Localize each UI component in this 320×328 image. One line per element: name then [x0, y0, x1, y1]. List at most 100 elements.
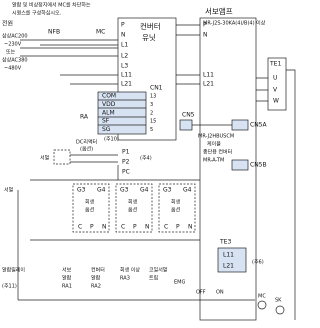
- terminal: P2: [122, 159, 130, 166]
- te1-box: [267, 57, 287, 111]
- note: (주10): [104, 137, 119, 143]
- label: ALM: [102, 109, 115, 116]
- label: SF: [102, 118, 110, 125]
- cable: 케이블: [207, 141, 221, 148]
- cn5a: CN5A: [250, 122, 267, 129]
- note: (주11): [2, 284, 17, 290]
- label: L2: [121, 53, 128, 60]
- label: P: [203, 22, 207, 29]
- cable: MR-J2HBUSCM: [198, 134, 234, 140]
- sk: SK: [275, 298, 282, 304]
- label: L21: [203, 81, 214, 88]
- label: 트립: [149, 275, 158, 282]
- label: P: [121, 22, 125, 29]
- label: P: [90, 224, 94, 231]
- power-line: 또는: [6, 50, 16, 56]
- label: VDD: [102, 101, 116, 108]
- label: G3: [163, 187, 172, 194]
- label: N: [188, 224, 193, 231]
- nfb: NFB: [48, 29, 60, 36]
- terminal: L11: [223, 252, 234, 259]
- thermal: 서멀: [40, 155, 50, 162]
- label: 2: [150, 110, 153, 116]
- wiring-diagram: 알람 및 비상정지에서 MC를 차단하는 시퀀스를 구성하십시오. 전원 삼상A…: [2, 2, 296, 321]
- label: G3: [77, 187, 86, 194]
- relay: RA: [80, 114, 89, 121]
- label: L3: [121, 63, 128, 70]
- label: 3: [150, 102, 153, 108]
- label: RA1: [62, 284, 72, 290]
- te1: TE1: [269, 61, 281, 68]
- power-title: 전원: [2, 20, 13, 28]
- label: SG: [102, 126, 111, 133]
- label: 회생 이상: [120, 267, 140, 274]
- label: 옵션: [171, 207, 181, 214]
- emg: EMG: [174, 280, 185, 286]
- terminal: P1: [122, 149, 130, 156]
- cn5b: CN5B: [250, 162, 267, 169]
- label: COM: [102, 93, 116, 100]
- label: 컨버터: [91, 267, 105, 274]
- cn1-table: [97, 91, 147, 135]
- label: 5: [150, 127, 153, 133]
- label: 회생: [171, 199, 181, 206]
- mc: MC: [96, 29, 105, 36]
- label: G4: [97, 187, 106, 194]
- terminator: MR-A-TM: [203, 158, 224, 164]
- off: OFF: [196, 290, 206, 296]
- label: 회생: [85, 199, 95, 206]
- terminator: 종단용 컨버터: [203, 149, 232, 156]
- thermal: 서멀: [4, 187, 14, 194]
- terminal: V: [273, 87, 278, 94]
- label: 옵션: [128, 207, 138, 214]
- label: N: [102, 224, 107, 231]
- label: N: [203, 32, 208, 39]
- power-line: ~480V: [4, 66, 22, 72]
- converter-box: [117, 17, 177, 141]
- label: G3: [120, 187, 129, 194]
- servo-model: MR-J2S-30KA(4)/B(4) 이상: [203, 20, 266, 27]
- label: 옵션: [85, 207, 95, 214]
- label: N: [121, 32, 126, 39]
- terminal: PC: [122, 169, 130, 176]
- label: RA2: [91, 284, 101, 290]
- label: 15: [150, 119, 156, 125]
- terminal: L21: [223, 263, 234, 270]
- mc: MC: [258, 294, 266, 300]
- servo-title: 서보앰프: [205, 7, 233, 16]
- label: RA3: [120, 276, 130, 282]
- cn5: CN5: [182, 112, 195, 119]
- label: 코일서멀: [149, 267, 168, 274]
- on: ON: [216, 290, 224, 296]
- power-line: 삼상AC380: [2, 57, 28, 64]
- terminal: U: [273, 75, 277, 82]
- converter-title: 컨버터: [140, 21, 161, 31]
- label: G4: [140, 187, 149, 194]
- cn1: CN1: [150, 85, 163, 92]
- converter-title: 유닛: [142, 32, 156, 42]
- label: P: [133, 224, 137, 231]
- power-line: ~230V: [4, 42, 22, 48]
- note-top: 시퀀스를 구성하십시오.: [12, 10, 62, 17]
- label: 13: [150, 94, 156, 100]
- wiring: [17, 17, 296, 321]
- label: C: [78, 224, 82, 231]
- label: 알람: [91, 275, 101, 282]
- note: (주6): [252, 260, 264, 266]
- power-line: 삼상AC200: [2, 33, 28, 40]
- label: C: [121, 224, 125, 231]
- servo-box: [199, 17, 257, 321]
- label: L11: [203, 72, 214, 79]
- reactor: DC리액터: [76, 139, 97, 146]
- reactor: (옵션): [80, 146, 93, 153]
- label: L21: [121, 81, 132, 88]
- label: P: [176, 224, 180, 231]
- alarm-relay: 알람릴레이: [2, 267, 25, 274]
- label: 회생: [128, 199, 138, 206]
- te3: TE3: [219, 239, 231, 246]
- label: L11: [121, 72, 132, 79]
- note-top: 알람 및 비상정지에서 MC를 차단하는: [12, 2, 91, 9]
- label: G4: [183, 187, 192, 194]
- label: N: [145, 224, 150, 231]
- note: (주4): [140, 156, 152, 162]
